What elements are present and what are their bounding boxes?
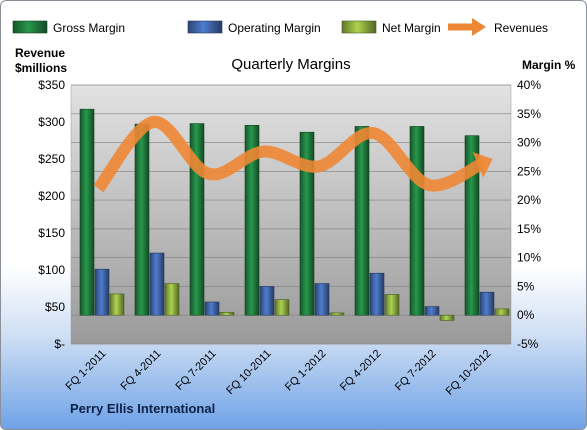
legend-arrow-icon bbox=[472, 18, 486, 36]
legend-label: Operating Margin bbox=[228, 21, 321, 35]
left-axis-label: $millions bbox=[15, 61, 67, 75]
bar-operating-margin bbox=[204, 301, 220, 316]
bar-operating-margin bbox=[314, 283, 330, 316]
left-axis-label: Revenue bbox=[15, 46, 65, 60]
category-label: FQ 7-2011 bbox=[174, 348, 219, 393]
bar-operating-margin bbox=[424, 306, 440, 316]
bar-gross-margin bbox=[299, 131, 315, 316]
category-label: FQ 1-2011 bbox=[64, 348, 109, 393]
right-axis-label: Margin % bbox=[522, 58, 576, 72]
bar-net-margin bbox=[384, 294, 400, 316]
left-tick-label: $100 bbox=[38, 263, 65, 277]
bar-net-margin bbox=[219, 312, 235, 316]
legend-label: Gross Margin bbox=[53, 21, 125, 35]
right-tick-label: 35% bbox=[517, 107, 541, 121]
bar-net-margin bbox=[274, 299, 290, 316]
left-tick-label: $200 bbox=[38, 189, 65, 203]
category-label: FQ 10-2011 bbox=[224, 348, 273, 397]
bar-gross-margin bbox=[354, 126, 370, 316]
legend-swatch-operating-margin bbox=[187, 20, 223, 34]
category-label: FQ 7-2012 bbox=[393, 348, 439, 394]
bar-net-margin bbox=[164, 283, 180, 316]
bar-gross-margin bbox=[134, 123, 150, 316]
bar-gross-margin bbox=[464, 135, 480, 316]
bar-operating-margin bbox=[479, 291, 495, 316]
legend-swatch-net-margin bbox=[341, 20, 377, 34]
revenue-arrowhead bbox=[472, 151, 493, 178]
right-tick-label: 10% bbox=[517, 251, 541, 265]
category-label: FQ 1-2012 bbox=[283, 348, 329, 394]
left-tick-label: $300 bbox=[38, 115, 65, 129]
right-tick-label: 40% bbox=[517, 78, 541, 92]
left-tick-label: $150 bbox=[38, 226, 65, 240]
bar-net-margin bbox=[109, 293, 125, 316]
category-label: FQ 4-2012 bbox=[338, 348, 384, 394]
left-tick-label: $350 bbox=[38, 78, 65, 92]
bar-operating-margin bbox=[369, 272, 385, 316]
right-tick-label: 0% bbox=[517, 308, 535, 322]
left-tick-label: $250 bbox=[38, 152, 65, 166]
right-tick-label: 20% bbox=[517, 193, 541, 207]
right-tick-label: 25% bbox=[517, 164, 541, 178]
bar-gross-margin bbox=[409, 126, 425, 316]
bar-operating-margin bbox=[259, 286, 275, 316]
right-tick-label: 30% bbox=[517, 136, 541, 150]
legend-label: Revenues bbox=[494, 21, 548, 35]
right-tick-label: -5% bbox=[517, 337, 539, 351]
legend-swatch-gross-margin bbox=[12, 20, 48, 34]
bar-net-margin bbox=[329, 312, 345, 316]
category-label: FQ 4-2011 bbox=[119, 348, 164, 393]
bar-gross-margin bbox=[79, 108, 95, 316]
chart-title: Quarterly Margins bbox=[231, 56, 350, 73]
legend-label: Net Margin bbox=[382, 21, 441, 35]
company-name: Perry Ellis International bbox=[70, 401, 216, 416]
bar-gross-margin bbox=[244, 124, 260, 316]
bar-net-margin bbox=[494, 308, 510, 316]
bar-net-margin bbox=[439, 314, 455, 321]
category-label: FQ 10-2012 bbox=[444, 348, 494, 398]
bar-operating-margin bbox=[94, 268, 110, 316]
right-tick-label: 5% bbox=[517, 279, 535, 293]
left-tick-label: $50 bbox=[45, 300, 65, 314]
left-tick-label: $- bbox=[54, 337, 65, 351]
right-tick-label: 15% bbox=[517, 222, 541, 236]
revenue-line bbox=[93, 116, 487, 193]
bar-operating-margin bbox=[149, 252, 165, 316]
